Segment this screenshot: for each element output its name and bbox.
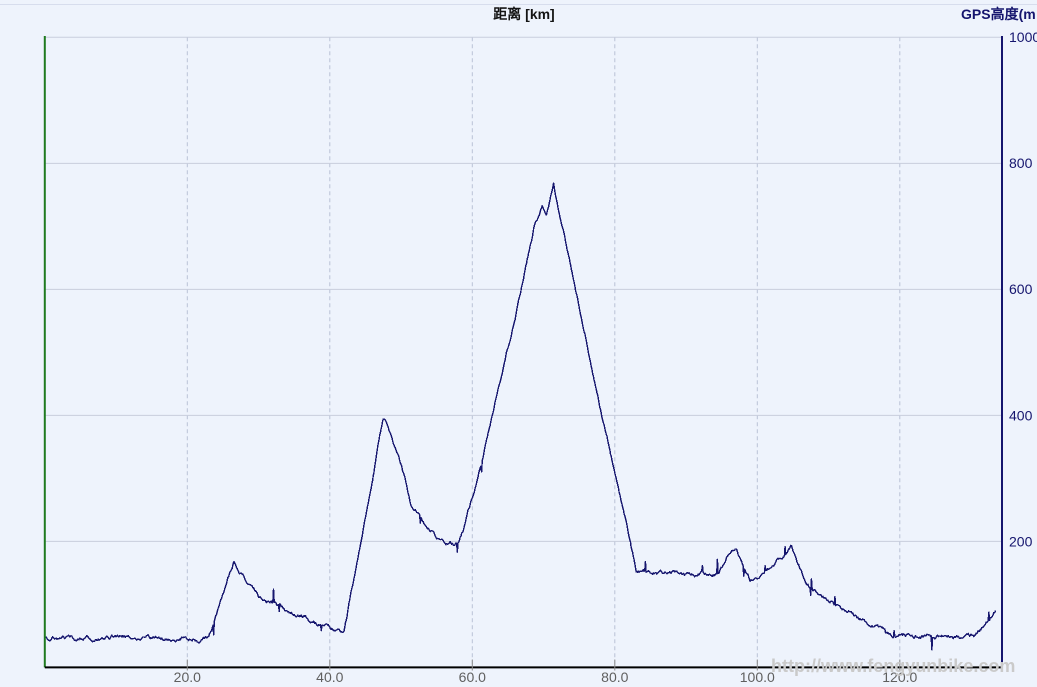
svg-text:20.0: 20.0 — [174, 669, 201, 685]
svg-text:100.0: 100.0 — [740, 669, 775, 685]
svg-text:40.0: 40.0 — [316, 669, 343, 685]
svg-text:1000: 1000 — [1009, 29, 1037, 45]
svg-text:400: 400 — [1009, 407, 1033, 423]
svg-text:600: 600 — [1009, 281, 1033, 297]
svg-text:800: 800 — [1009, 155, 1033, 171]
svg-text:http://www.fengyunbike.com: http://www.fengyunbike.com — [771, 656, 1015, 676]
svg-text:GPS高度(m: GPS高度(m — [961, 6, 1036, 22]
svg-text:80.0: 80.0 — [601, 669, 628, 685]
svg-text:60.0: 60.0 — [459, 669, 486, 685]
svg-text:距离 [km]: 距离 [km] — [493, 6, 554, 22]
svg-text:200: 200 — [1009, 533, 1033, 549]
